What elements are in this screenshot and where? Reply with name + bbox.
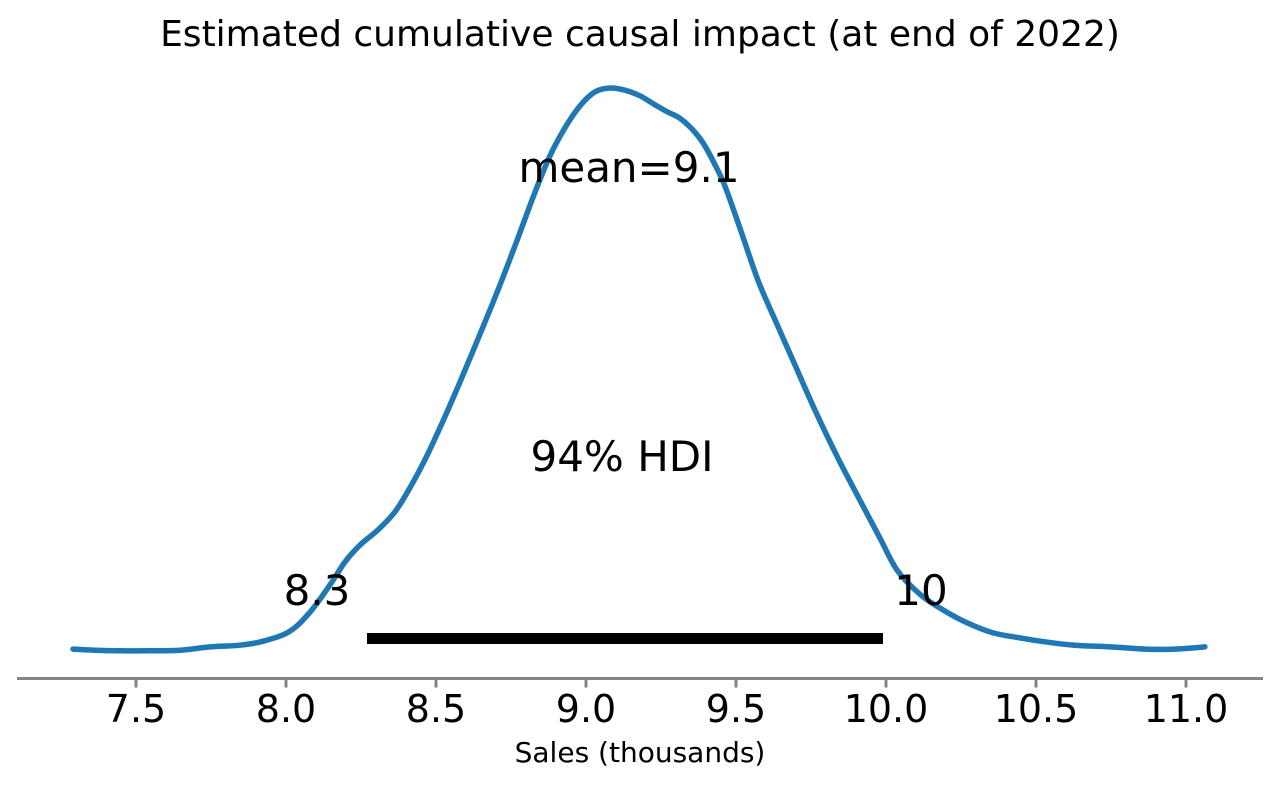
hdi-upper-label: 10 bbox=[894, 566, 948, 615]
x-tick-label: 9.0 bbox=[555, 687, 617, 731]
x-tick-label: 8.5 bbox=[405, 687, 467, 731]
kde-curve bbox=[70, 85, 1208, 654]
chart-title: Estimated cumulative causal impact (at e… bbox=[160, 14, 1120, 55]
x-axis-label: Sales (thousands) bbox=[514, 736, 766, 769]
x-tick-label: 9.5 bbox=[705, 687, 767, 731]
x-tick-label: 10.5 bbox=[993, 687, 1079, 731]
hdi-bar bbox=[367, 633, 883, 644]
x-tick-label: 7.5 bbox=[105, 687, 167, 731]
mean-label: mean=9.1 bbox=[518, 143, 740, 192]
x-tick-label: 11.0 bbox=[1143, 687, 1229, 731]
x-tick-label: 8.0 bbox=[255, 687, 317, 731]
hdi-label: 94% HDI bbox=[530, 432, 714, 481]
hdi-lower-label: 8.3 bbox=[283, 566, 351, 615]
x-tick-label: 10.0 bbox=[843, 687, 929, 731]
